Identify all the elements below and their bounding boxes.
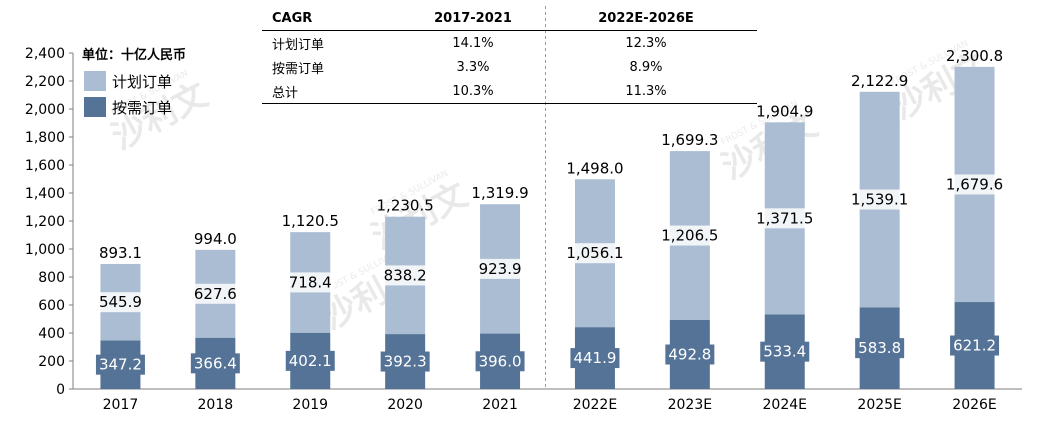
cagr-row-label: 按需订单 <box>272 61 325 77</box>
x-tick-label: 2024E <box>763 397 807 413</box>
label-box-planned <box>656 225 724 246</box>
data-label-planned: 1,679.6 <box>946 175 1003 193</box>
x-tick-label: 2022E <box>573 397 617 413</box>
y-tick-label: 1,600 <box>25 158 65 174</box>
cagr-value: 12.3% <box>625 35 667 51</box>
data-label-planned: 1,539.1 <box>851 191 908 209</box>
cagr-header-period1: 2017-2021 <box>411 6 535 31</box>
label-box-planned <box>380 265 430 286</box>
cagr-row-planned: 计划订单 14.1% 12.3% <box>262 31 757 56</box>
label-box-ondemand <box>380 351 430 372</box>
y-tick-label: 800 <box>38 270 65 286</box>
y-tick-label: 600 <box>38 298 65 314</box>
total-label: 1,230.5 <box>377 197 434 215</box>
x-tick-label: 2021 <box>482 397 518 413</box>
cagr-header-period2: 2022E-2026E <box>535 6 757 31</box>
cagr-header-row: CAGR 2017-2021 2022E-2026E <box>262 6 757 31</box>
label-box-ondemand <box>950 335 1000 356</box>
legend-label-planned: 计划订单 <box>112 72 173 91</box>
legend-item-planned: 计划订单 <box>84 68 172 94</box>
cagr-header-label: CAGR <box>262 6 411 31</box>
label-box-planned <box>751 208 819 229</box>
data-label-planned: 545.9 <box>99 293 142 311</box>
label-box-ondemand <box>665 344 715 365</box>
data-label-ondemand: 533.4 <box>763 343 806 361</box>
legend-item-ondemand: 按需订单 <box>84 94 172 120</box>
cagr-value: 10.3% <box>411 79 535 104</box>
y-tick-label: 2,000 <box>25 102 65 118</box>
label-box-planned <box>95 292 145 313</box>
label-box-planned <box>846 189 914 210</box>
y-tick-label: 1,000 <box>25 242 65 258</box>
total-label: 1,699.3 <box>661 131 718 149</box>
total-label: 2,122.9 <box>851 72 908 90</box>
x-tick-label: 2019 <box>292 397 328 413</box>
label-box-planned <box>285 272 335 293</box>
label-box-ondemand <box>190 353 240 374</box>
label-box-ondemand <box>475 351 525 372</box>
cagr-row-total: 总计 10.3% 11.3% <box>262 79 757 104</box>
data-label-planned: 1,206.5 <box>661 227 718 245</box>
data-label-planned: 1,371.5 <box>756 209 813 227</box>
y-tick-label: 0 <box>56 382 65 398</box>
data-label-planned: 838.2 <box>384 266 427 284</box>
y-tick-label: 1,800 <box>25 130 65 146</box>
data-label-ondemand: 347.2 <box>99 356 142 374</box>
data-label-planned: 718.4 <box>289 273 332 291</box>
legend: 计划订单 按需订单 <box>84 68 172 120</box>
total-label: 1,120.5 <box>282 212 339 230</box>
x-tick-label: 2025E <box>857 397 901 413</box>
y-tick-label: 1,200 <box>25 214 65 230</box>
data-label-ondemand: 392.3 <box>384 353 427 371</box>
cagr-value: 11.3% <box>535 79 757 104</box>
data-label-ondemand: 396.0 <box>479 352 522 370</box>
cagr-row-ondemand: 按需订单 3.3% 8.9% <box>262 55 757 79</box>
data-label-ondemand: 583.8 <box>858 339 901 357</box>
total-label: 893.1 <box>99 244 142 262</box>
total-label: 1,904.9 <box>756 102 813 120</box>
y-tick-label: 400 <box>38 326 65 342</box>
data-label-ondemand: 492.8 <box>668 346 711 364</box>
cagr-row-label: 总计 <box>262 79 411 104</box>
label-box-ondemand <box>570 348 620 369</box>
label-box-planned <box>941 174 1009 195</box>
legend-swatch-planned <box>84 71 106 91</box>
cagr-value: 14.1% <box>452 35 494 51</box>
data-label-ondemand: 441.9 <box>573 349 616 367</box>
total-label: 1,498.0 <box>566 159 623 177</box>
cagr-value: 3.3% <box>456 59 490 75</box>
data-label-ondemand: 402.1 <box>289 352 332 370</box>
legend-label-ondemand: 按需订单 <box>112 98 173 117</box>
label-box-ondemand <box>95 354 145 375</box>
total-label: 994.0 <box>194 230 237 248</box>
y-tick-label: 2,400 <box>25 46 65 62</box>
y-tick-label: 200 <box>38 354 65 370</box>
x-tick-label: 2023E <box>668 397 712 413</box>
x-tick-label: 2026E <box>952 397 996 413</box>
data-label-ondemand: 621.2 <box>953 337 996 355</box>
x-tick-label: 2017 <box>103 397 139 413</box>
total-label: 2,300.8 <box>946 47 1003 65</box>
y-tick-label: 1,400 <box>25 186 65 202</box>
label-box-planned <box>475 258 525 279</box>
x-tick-label: 2018 <box>198 397 234 413</box>
label-box-planned <box>190 283 240 304</box>
cagr-row-label: 计划订单 <box>272 37 325 53</box>
x-tick-label: 2020 <box>387 397 423 413</box>
data-label-planned: 627.6 <box>194 285 237 303</box>
cagr-table: CAGR 2017-2021 2022E-2026E 计划订单 14.1% 12… <box>262 6 757 104</box>
label-box-ondemand <box>855 338 905 359</box>
data-label-ondemand: 366.4 <box>194 354 237 372</box>
label-box-planned <box>561 243 629 264</box>
data-label-planned: 923.9 <box>479 260 522 278</box>
label-box-ondemand <box>285 350 335 371</box>
unit-label: 单位：十亿人民币 <box>82 48 187 63</box>
legend-swatch-ondemand <box>84 97 106 117</box>
label-box-ondemand <box>760 341 810 362</box>
y-tick-label: 2,200 <box>25 74 65 90</box>
cagr-value: 8.9% <box>629 59 663 75</box>
total-label: 1,319.9 <box>471 184 528 202</box>
data-label-planned: 1,056.1 <box>566 244 623 262</box>
